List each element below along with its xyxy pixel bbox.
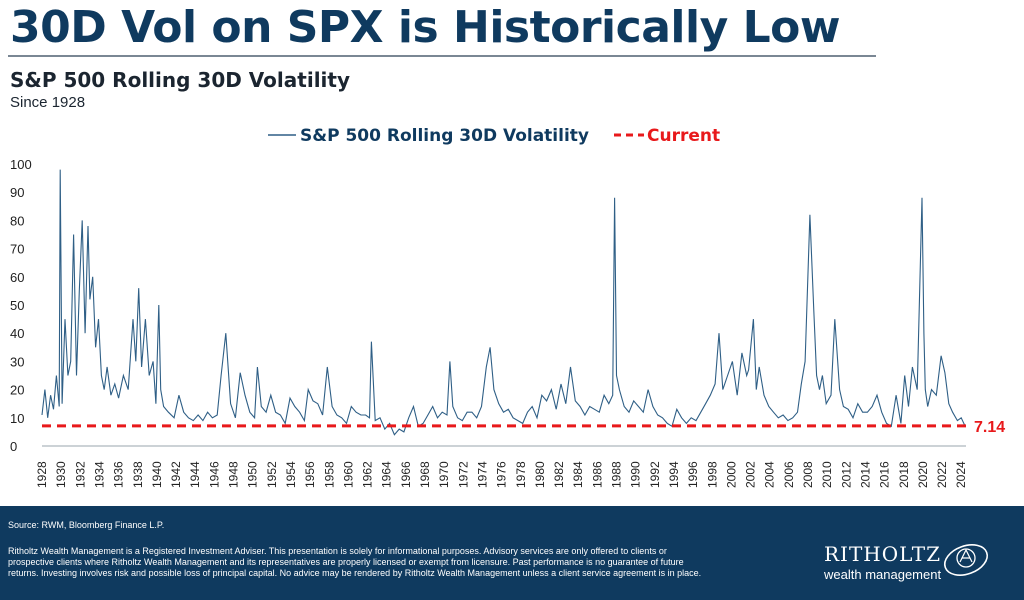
legend-label-volatility: S&P 500 Rolling 30D Volatility xyxy=(300,126,589,146)
y-tick-label: 20 xyxy=(10,383,24,398)
x-tick-label: 1966 xyxy=(399,461,413,488)
x-tick-label: 1968 xyxy=(418,461,432,488)
x-tick-label: 1952 xyxy=(265,461,279,488)
x-tick-label: 1986 xyxy=(590,461,604,488)
x-tick-label: 1996 xyxy=(686,461,700,488)
x-tick-label: 1960 xyxy=(341,461,355,488)
x-tick-label: 2024 xyxy=(954,461,968,488)
y-axis: 0 10 20 30 40 50 60 70 80 90 100 xyxy=(10,157,32,454)
x-tick-label: 2016 xyxy=(878,461,892,488)
x-tick-label: 1962 xyxy=(361,461,375,488)
ritholtz-logo: RITHOLTZ wealth management xyxy=(820,536,1000,586)
since-label: Since 1928 xyxy=(10,94,86,111)
x-tick-label: 1940 xyxy=(150,461,164,488)
x-tick-label: 1982 xyxy=(552,461,566,488)
y-tick-label: 90 xyxy=(10,185,24,200)
logo-subtext: wealth management xyxy=(824,567,942,582)
y-tick-label: 80 xyxy=(10,213,24,228)
x-tick-label: 1938 xyxy=(131,461,145,488)
volatility-chart: S&P 500 Rolling 30D Volatility Current 0 1… xyxy=(10,126,1005,488)
legend-label-current: Current xyxy=(647,126,720,146)
logo-name: RITHOLTZ xyxy=(824,542,942,566)
x-tick-label: 2020 xyxy=(916,461,930,488)
x-tick-label: 1928 xyxy=(35,461,49,488)
x-tick-label: 2010 xyxy=(820,461,834,488)
x-tick-label: 1976 xyxy=(495,461,509,488)
x-tick-label: 1992 xyxy=(648,461,662,488)
x-tick-label: 1980 xyxy=(533,461,547,488)
x-tick-label: 1974 xyxy=(475,461,489,488)
x-tick-label: 1932 xyxy=(73,461,87,488)
x-tick-label: 1972 xyxy=(456,461,470,488)
x-tick-label: 1942 xyxy=(169,461,183,488)
x-tick-label: 1956 xyxy=(303,461,317,488)
x-tick-label: 2004 xyxy=(763,461,777,488)
disclaimer-text: Ritholtz Wealth Management is a Register… xyxy=(8,546,702,578)
footer-band: Source: RWM, Bloomberg Finance L.P. Rith… xyxy=(0,506,1024,600)
chart-legend: S&P 500 Rolling 30D Volatility Current xyxy=(268,126,720,146)
x-tick-label: 2002 xyxy=(744,461,758,488)
x-tick-label: 2018 xyxy=(897,461,911,488)
y-tick-label: 40 xyxy=(10,326,24,341)
x-tick-label: 2008 xyxy=(801,461,815,488)
x-tick-label: 2006 xyxy=(782,461,796,488)
x-tick-label: 1954 xyxy=(284,461,298,488)
x-tick-label: 1964 xyxy=(380,461,394,488)
x-tick-label: 1948 xyxy=(227,461,241,488)
page-headline: 30D Vol on SPX is Historically Low xyxy=(10,2,840,53)
y-tick-label: 60 xyxy=(10,270,24,285)
chart-subtitle: S&P 500 Rolling 30D Volatility xyxy=(10,68,350,92)
y-tick-label: 70 xyxy=(10,242,24,257)
x-tick-label: 1930 xyxy=(54,461,68,488)
x-tick-label: 1950 xyxy=(246,461,260,488)
y-tick-label: 0 xyxy=(10,439,17,454)
x-tick-label: 1936 xyxy=(112,461,126,488)
x-tick-label: 1984 xyxy=(571,461,585,488)
x-tick-label: 1990 xyxy=(629,461,643,488)
x-axis: 1928 1930 1932 1934 1936 1938 1940 1942 1944 1946… xyxy=(35,445,968,488)
x-tick-label: 1994 xyxy=(667,461,681,488)
x-tick-label: 2012 xyxy=(839,461,853,488)
x-tick-label: 2014 xyxy=(858,461,872,488)
series-line-volatility xyxy=(41,169,966,436)
y-tick-label: 50 xyxy=(10,298,24,313)
x-tick-label: 1958 xyxy=(322,461,336,488)
title-divider xyxy=(8,55,876,57)
y-tick-label: 30 xyxy=(10,354,24,369)
x-tick-label: 1998 xyxy=(705,461,719,488)
x-tick-label: 1978 xyxy=(514,461,528,488)
x-tick-label: 1944 xyxy=(188,461,202,488)
y-tick-label: 10 xyxy=(10,411,24,426)
logo-emblem-icon xyxy=(943,544,989,576)
source-note: Source: RWM, Bloomberg Finance L.P. xyxy=(8,520,165,530)
x-tick-label: 1988 xyxy=(610,461,624,488)
x-tick-label: 1934 xyxy=(92,461,106,488)
x-tick-label: 1970 xyxy=(437,461,451,488)
x-tick-label: 1946 xyxy=(207,461,221,488)
x-tick-label: 2000 xyxy=(724,461,738,488)
current-value-label: 7.14 xyxy=(974,419,1005,436)
y-tick-label: 100 xyxy=(10,157,32,172)
x-tick-label: 2022 xyxy=(935,461,949,488)
